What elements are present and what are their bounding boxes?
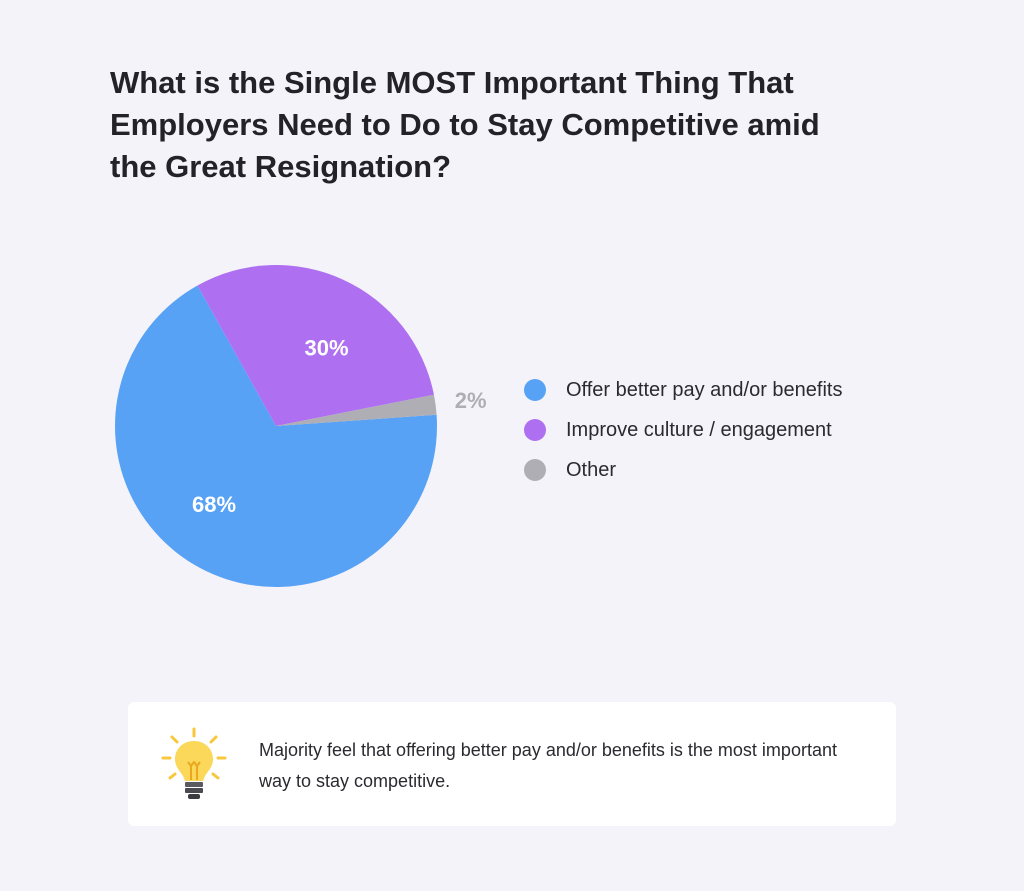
pie-labels: 68% 30% 2% [192, 336, 487, 518]
chart-title: What is the Single MOST Important Thing … [110, 62, 950, 188]
pie-label-1: 68% [192, 492, 236, 517]
chart-title-line-1: What is the Single MOST Important Thing … [110, 65, 794, 100]
pie-label-2: 30% [305, 336, 349, 361]
chart-title-line-2: Employers Need to Do to Stay Competitive… [110, 107, 820, 142]
legend-label: Other [566, 458, 617, 481]
pie-slice-1 [115, 285, 438, 587]
lightbulb-icon [161, 727, 227, 799]
pie-slice-2 [197, 265, 434, 426]
chart-title-line-3: the Great Resignation? [110, 149, 452, 184]
pie-label-3: 2% [455, 388, 487, 413]
insight-card: Majority feel that offering better pay a… [128, 702, 896, 826]
legend-item-other: Other [524, 450, 842, 490]
insight-text: Majority feel that offering better pay a… [259, 740, 837, 791]
legend-item-improve-culture: Improve culture / engagement [524, 410, 842, 450]
legend-label: Improve culture / engagement [566, 418, 832, 441]
legend-swatch [524, 379, 546, 401]
pie-slice-3 [276, 394, 437, 426]
legend-item-offer-better-pay: Offer better pay and/or benefits [524, 370, 842, 410]
legend-swatch [524, 459, 546, 481]
pie-slices [115, 265, 438, 587]
legend-swatch [524, 419, 546, 441]
legend-label: Offer better pay and/or benefits [566, 378, 843, 401]
chart-legend: Offer better pay and/or benefits Improve… [524, 370, 842, 490]
